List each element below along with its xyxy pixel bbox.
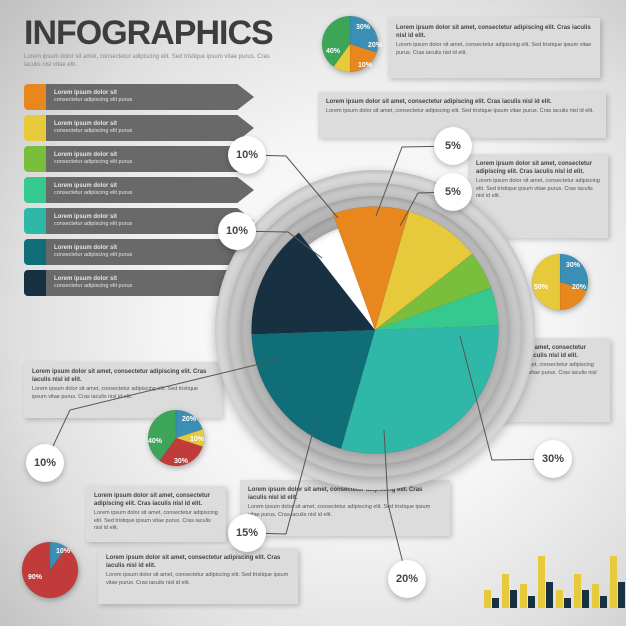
bar-pair [574,574,589,608]
bar-pair [502,574,517,608]
pct-badge: 30% [534,440,572,478]
mini-pct: 10% [358,62,372,69]
mini-pct: 10% [190,436,204,443]
mini-pct: 40% [148,438,162,445]
mini-pie [530,252,590,312]
bar-pair [520,584,535,608]
pct-badge: 5% [434,173,472,211]
pct-badge: 10% [228,136,266,174]
mini-pie [20,540,80,600]
mini-pct: 90% [28,574,42,581]
mini-pct: 10% [56,548,70,555]
pct-badge: 15% [228,514,266,552]
bar-pair [592,584,607,608]
pct-badge: 5% [434,127,472,165]
pct-badge: 10% [218,212,256,250]
pct-badge: 10% [26,444,64,482]
bar-pair [538,556,553,608]
pct-badge: 20% [388,560,426,598]
mini-pct: 30% [356,24,370,31]
mini-pct: 30% [566,262,580,269]
bar-chart [484,546,604,608]
bar-pair [556,590,571,608]
mini-pct: 20% [368,42,382,49]
mini-pct: 40% [326,48,340,55]
bar-pair [484,590,499,608]
mini-pct: 30% [174,458,188,465]
mini-pct: 20% [182,416,196,423]
bar-pair [610,556,625,608]
leader-lines [0,0,626,626]
mini-pct: 50% [534,284,548,291]
mini-pct: 20% [572,284,586,291]
